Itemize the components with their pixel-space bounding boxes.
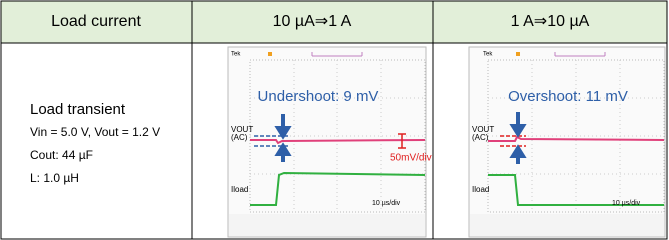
scope-brand: Tek [231, 52, 241, 58]
header-cell: 1 A⇒10 µA [511, 13, 590, 30]
annotation: Undershoot: 9 mV [258, 88, 379, 105]
header-cell: Load current [51, 13, 141, 30]
scope-brand: Tek [483, 52, 493, 58]
scope-image: Tek Overshoot: 11 mV VOUT (AC) Iload 10 … [469, 47, 665, 237]
condition: Vin = 5.0 V, Vout = 1.2 V [30, 125, 160, 139]
condition: Cout: 44 µF [30, 148, 93, 162]
channel-label: Iload [231, 185, 248, 194]
channel-label: Iload [472, 185, 489, 194]
channel-label: (AC) [231, 133, 248, 142]
header-cell: 10 µA⇒1 A [273, 13, 352, 30]
trigger-marker [516, 52, 520, 56]
trigger-marker [268, 52, 272, 56]
row-label: Load transient [30, 101, 126, 118]
channel-label: (AC) [472, 133, 489, 142]
scope-image: Tek Undershoot: 9 mV VOUT (AC) 50mV/div … [228, 47, 432, 237]
page: Load current 10 µA⇒1 A 1 A⇒10 µA Load tr… [0, 0, 669, 240]
scale-label: 50mV/div [390, 153, 432, 164]
scope-footer [470, 214, 664, 236]
timebase: 10 µs/div [372, 200, 401, 207]
timebase: 10 µs/div [612, 200, 641, 207]
condition: L: 1.0 µH [30, 171, 79, 185]
scope-footer [229, 214, 425, 236]
annotation: Overshoot: 11 mV [508, 88, 628, 105]
scope-frame [228, 47, 426, 237]
table: Load current 10 µA⇒1 A 1 A⇒10 µA Load tr… [0, 0, 669, 240]
